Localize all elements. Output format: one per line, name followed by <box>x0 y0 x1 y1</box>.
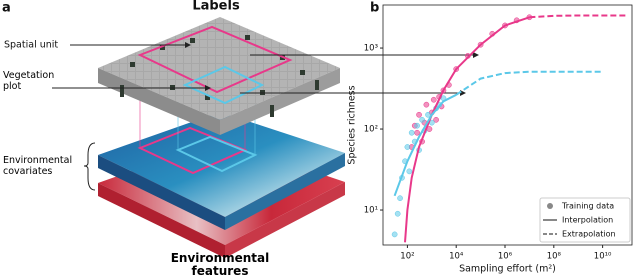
blue-side <box>225 153 345 230</box>
data-point <box>416 111 422 118</box>
blue-side <box>98 155 225 230</box>
spatial-unit-label: Spatial unit <box>4 40 58 51</box>
data-point <box>406 168 413 175</box>
bracket <box>83 142 96 191</box>
series-line <box>455 70 603 96</box>
legend-marker <box>547 203 553 209</box>
data-point <box>397 195 403 202</box>
series-line <box>529 14 627 19</box>
data-point <box>414 129 420 136</box>
legend-box <box>539 197 631 243</box>
data-point <box>425 111 431 118</box>
data-point <box>391 231 398 238</box>
red-side <box>98 183 225 258</box>
red-side <box>225 182 345 258</box>
series-line <box>393 93 457 197</box>
x-tick-label: 10⁶ <box>498 252 513 262</box>
x-tick-label: 10⁴ <box>449 252 464 262</box>
legend-label: Training data <box>561 202 614 211</box>
gray-layer <box>98 17 340 120</box>
vegetation-plot-box: Vegetation plot <box>3 70 55 92</box>
panel-letter: b <box>370 1 379 16</box>
data-point <box>408 129 415 136</box>
data-point <box>414 122 420 129</box>
y-tick-label: 10¹ <box>364 206 378 216</box>
vegetation-plot-label: Vegetation plot <box>3 70 55 92</box>
data-point <box>404 144 411 150</box>
layer-title: Labels <box>192 0 240 14</box>
panel-a: a Labels Spatial unit Vegetation plot <box>2 0 479 278</box>
series-line <box>404 16 530 243</box>
covariates-label: Environmental covariates <box>3 155 73 177</box>
data-point <box>394 210 401 217</box>
legend-label: Interpolation <box>562 216 613 225</box>
gray-side <box>98 68 220 135</box>
x-tick-label: 10¹⁰ <box>594 252 612 262</box>
legend-label: Extrapolation <box>562 230 616 239</box>
features-label: Environmental features <box>170 252 270 278</box>
x-tick-label: 10² <box>400 252 414 262</box>
panel-b: b 10² 10⁴ 10⁶ 10⁸ 10¹⁰ 10¹ 10² 10³ Sampling effo… <box>347 1 633 275</box>
features-box: Environmental features <box>170 252 270 278</box>
x-tick-label: 10⁸ <box>547 252 562 262</box>
spatial-unit-square <box>137 25 293 94</box>
panel-letter: a <box>2 1 11 16</box>
x-axis-label: Sampling effort (m²) <box>459 264 556 275</box>
plot-frame <box>382 4 633 246</box>
data-point <box>430 96 437 103</box>
y-axis-label: Species richness <box>347 85 358 164</box>
gray-side <box>220 68 340 135</box>
blue-layer <box>98 112 345 217</box>
y-tick-label: 10² <box>364 125 378 135</box>
y-tick-label: 10³ <box>364 44 378 54</box>
covariates-box: Environmental covariates <box>3 155 73 177</box>
data-point <box>419 116 425 123</box>
vegetation-plot-square <box>182 65 265 105</box>
data-point <box>423 101 430 108</box>
data-point <box>433 116 439 123</box>
